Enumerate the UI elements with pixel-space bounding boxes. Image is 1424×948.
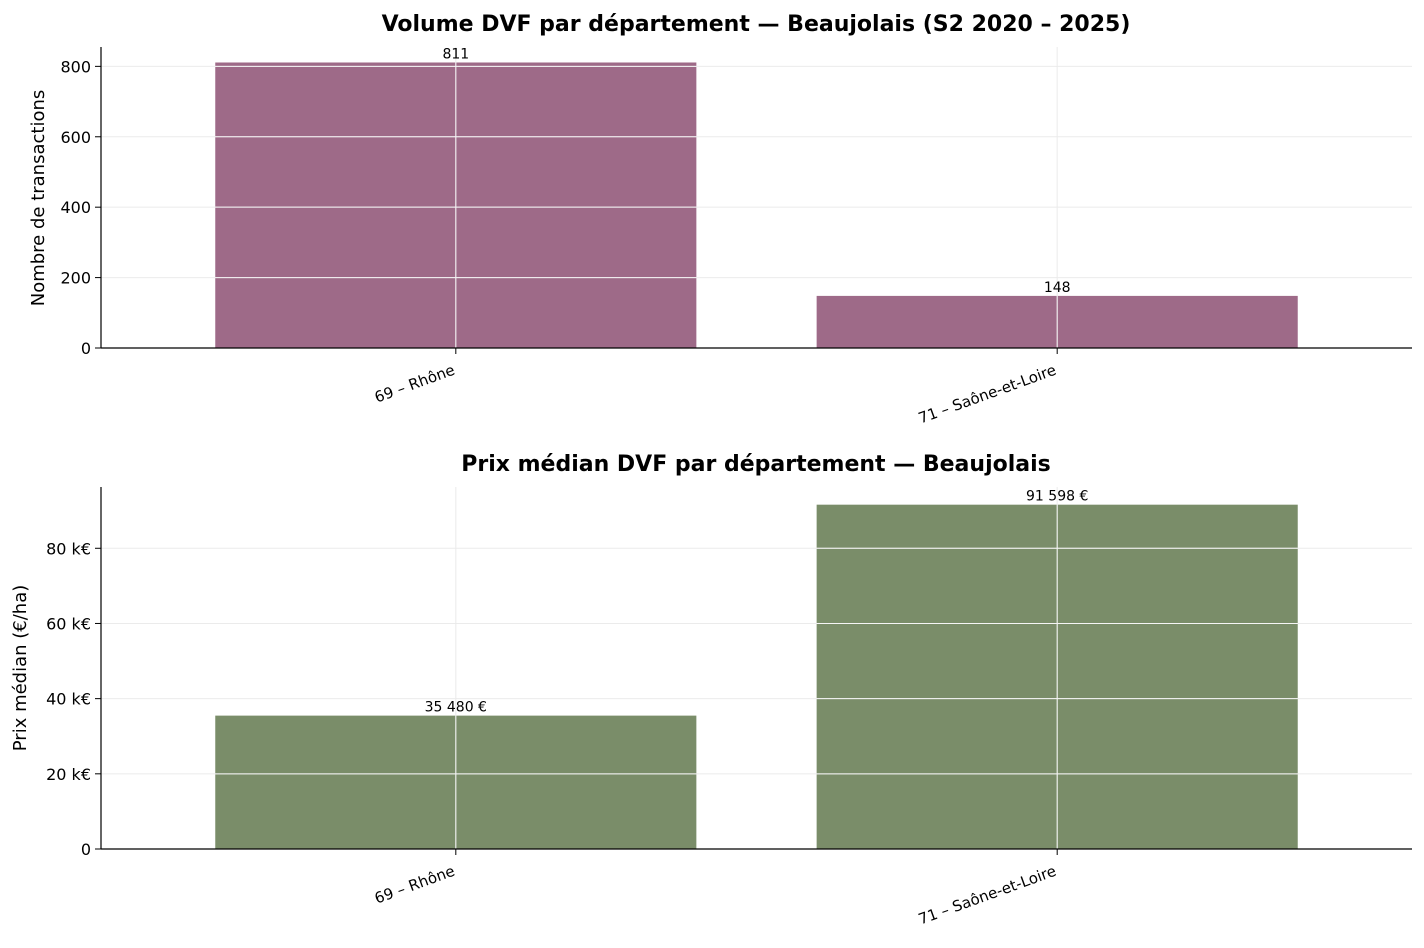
volume-y-tick-label: 800 (60, 57, 91, 76)
price-x-tick-label: 69 – Rhône (372, 862, 457, 908)
price-data-label: 35 480 € (425, 700, 487, 716)
price-y-tick-label: 0 (81, 840, 91, 859)
volume-panel: Volume DVF par département — Beaujolais … (28, 12, 1412, 427)
price-y-tick-label: 60 k€ (46, 614, 91, 633)
price-y-axis-label: Prix médian (€/ha) (10, 585, 31, 752)
volume-data-label: 148 (1044, 280, 1071, 296)
volume-chart-title: Volume DVF par département — Beaujolais … (382, 12, 1131, 37)
volume-y-axis-label: Nombre de transactions (28, 90, 49, 307)
price-y-tick-label: 20 k€ (46, 765, 91, 784)
volume-x-tick-label: 71 – Saône-et-Loire (916, 361, 1059, 428)
volume-y-tick-label: 0 (81, 339, 91, 358)
price-y-tick-label: 40 k€ (46, 690, 91, 709)
price-data-label: 91 598 € (1026, 489, 1088, 505)
price-panel: Prix médian DVF par département — Beaujo… (10, 452, 1412, 928)
volume-y-tick-label: 400 (60, 198, 91, 217)
price-x-tick-label: 71 – Saône-et-Loire (916, 862, 1059, 929)
volume-y-tick-label: 600 (60, 128, 91, 147)
price-y-tick-label: 80 k€ (46, 539, 91, 558)
price-chart-title: Prix médian DVF par département — Beaujo… (461, 452, 1051, 477)
volume-x-tick-label: 69 – Rhône (372, 361, 457, 407)
volume-y-tick-label: 200 (60, 269, 91, 288)
volume-data-label: 811 (442, 46, 469, 62)
